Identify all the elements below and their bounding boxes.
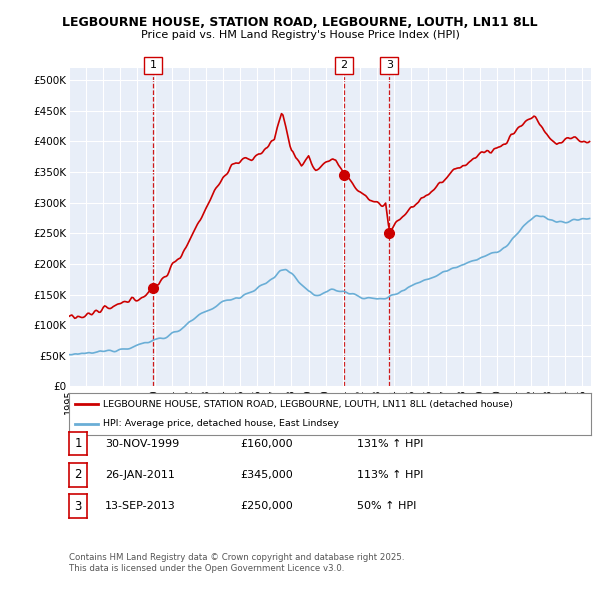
Text: 2: 2 (340, 61, 347, 70)
Text: £160,000: £160,000 (240, 439, 293, 448)
Text: 1: 1 (150, 61, 157, 70)
Text: £250,000: £250,000 (240, 502, 293, 511)
Text: HPI: Average price, detached house, East Lindsey: HPI: Average price, detached house, East… (103, 419, 339, 428)
Text: £345,000: £345,000 (240, 470, 293, 480)
Text: Price paid vs. HM Land Registry's House Price Index (HPI): Price paid vs. HM Land Registry's House … (140, 31, 460, 40)
Text: Contains HM Land Registry data © Crown copyright and database right 2025.
This d: Contains HM Land Registry data © Crown c… (69, 553, 404, 573)
Text: LEGBOURNE HOUSE, STATION ROAD, LEGBOURNE, LOUTH, LN11 8LL (detached house): LEGBOURNE HOUSE, STATION ROAD, LEGBOURNE… (103, 401, 513, 409)
Text: 113% ↑ HPI: 113% ↑ HPI (357, 470, 424, 480)
Text: 131% ↑ HPI: 131% ↑ HPI (357, 439, 424, 448)
Text: 3: 3 (74, 500, 82, 513)
Text: 50% ↑ HPI: 50% ↑ HPI (357, 502, 416, 511)
Text: LEGBOURNE HOUSE, STATION ROAD, LEGBOURNE, LOUTH, LN11 8LL: LEGBOURNE HOUSE, STATION ROAD, LEGBOURNE… (62, 16, 538, 29)
Text: 3: 3 (386, 61, 393, 70)
Text: 13-SEP-2013: 13-SEP-2013 (105, 502, 176, 511)
Text: 2: 2 (74, 468, 82, 481)
Text: 1: 1 (74, 437, 82, 450)
Text: 26-JAN-2011: 26-JAN-2011 (105, 470, 175, 480)
Text: 30-NOV-1999: 30-NOV-1999 (105, 439, 179, 448)
